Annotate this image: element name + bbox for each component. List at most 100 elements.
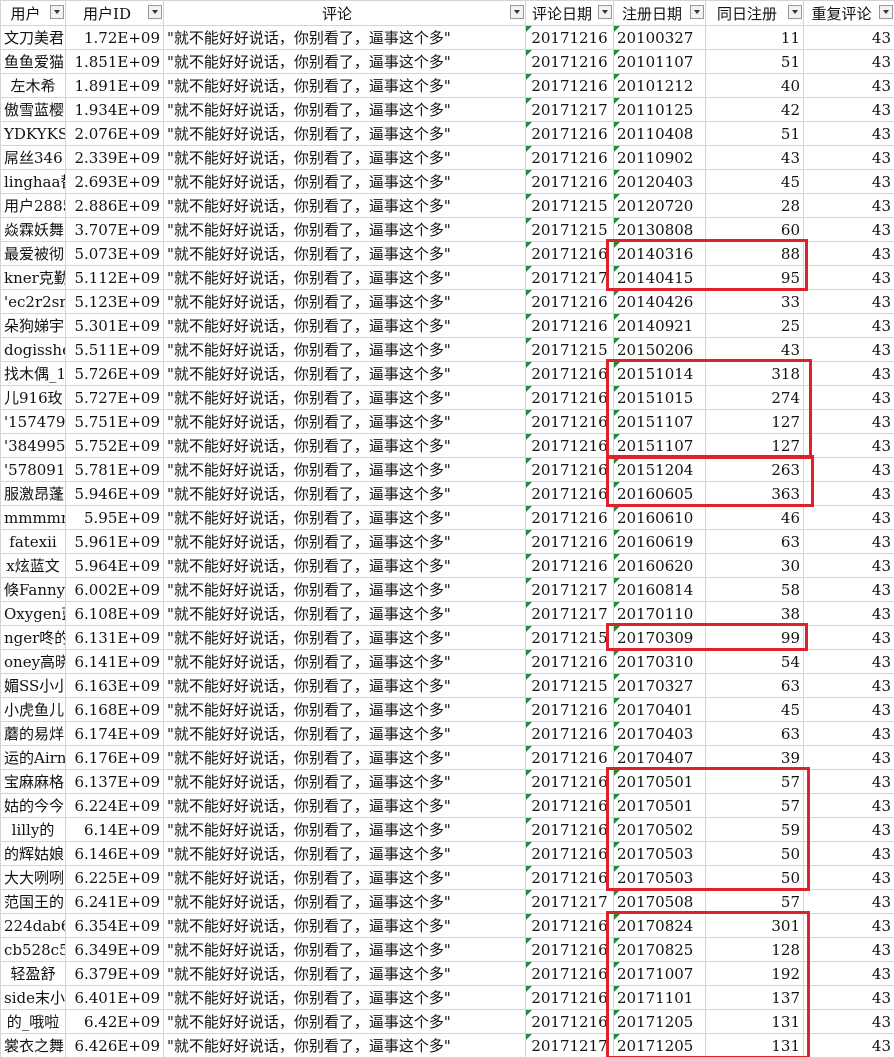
data-row: 运的Airn 6.176E+09 "就不能好好说话，你别看了，逼事这个多" 20171… (0, 745, 894, 770)
comment-date-cell: 20171216 (525, 769, 614, 794)
user-name-cell: 小虎鱼儿 (0, 697, 66, 722)
same-day-count-cell: 301 (705, 913, 804, 938)
user-id-cell: 5.751E+09 (65, 409, 164, 434)
comment-cell: "就不能好好说话，你别看了，逼事这个多" (163, 25, 526, 50)
data-row: 大大咧咧 6.225E+09 "就不能好好说话，你别看了，逼事这个多" 2017121… (0, 865, 894, 890)
comment-date-cell: 20171215 (525, 193, 614, 218)
comment-date-cell: 20171217 (525, 577, 614, 602)
user-name-cell: lilly的 (0, 817, 66, 842)
comment-date-cell: 20171216 (525, 649, 614, 674)
column-header: 同日注册 (705, 0, 804, 26)
user-id-cell: 5.961E+09 (65, 529, 164, 554)
comment-date-cell: 20171216 (525, 313, 614, 338)
user-id-cell: 2.076E+09 (65, 121, 164, 146)
register-date-cell: 20171101 (613, 985, 706, 1010)
repeat-count-cell: 43 (803, 265, 894, 290)
comment-date-cell: 20171216 (525, 241, 614, 266)
comment-date-cell: 20171217 (525, 97, 614, 122)
comment-date-cell: 20171216 (525, 793, 614, 818)
user-id-cell: 6.137E+09 (65, 769, 164, 794)
data-row: '57809195.781E+09"就不能好好说话，你别看了，逼事这个多"201… (0, 457, 894, 482)
user-id-cell: 6.168E+09 (65, 697, 164, 722)
comment-date-cell: 20171217 (525, 1033, 614, 1057)
user-name-cell: 傲雪蓝樱 (0, 97, 66, 122)
repeat-count-cell: 43 (803, 361, 894, 386)
repeat-count-cell: 43 (803, 409, 894, 434)
register-date-cell: 20151014 (613, 361, 706, 386)
data-row: 文刀美君 1.72E+09 "就不能好好说话，你别看了，逼事这个多" 20171216… (0, 25, 894, 50)
repeat-count-cell: 43 (803, 961, 894, 986)
comment-cell: "就不能好好说话，你别看了，逼事这个多" (163, 481, 526, 506)
user-name-cell: 姑的今今 (0, 793, 66, 818)
repeat-count-cell: 43 (803, 529, 894, 554)
same-day-count-cell: 54 (705, 649, 804, 674)
comment-date-cell: 20171216 (525, 121, 614, 146)
comment-date-cell: 20171216 (525, 553, 614, 578)
user-name-cell: 焱霖妖舞 (0, 217, 66, 242)
user-id-cell: 5.511E+09 (65, 337, 164, 362)
comment-date-cell: 20171216 (525, 985, 614, 1010)
filter-button[interactable] (148, 5, 162, 19)
user-id-cell: 5.073E+09 (65, 241, 164, 266)
comment-date-cell: 20171216 (525, 817, 614, 842)
data-row: '15747925.751E+09"就不能好好说话，你别看了，逼事这个多"201… (0, 409, 894, 434)
register-date-cell: 20150206 (613, 337, 706, 362)
same-day-count-cell: 46 (705, 505, 804, 530)
same-day-count-cell: 137 (705, 985, 804, 1010)
data-row: YDKYKSC2.076E+09"就不能好好说话，你别看了，逼事这个多"2017… (0, 121, 894, 146)
user-name-cell: cb528c58 (0, 937, 66, 962)
user-id-cell: 5.781E+09 (65, 457, 164, 482)
register-date-cell: 20171205 (613, 1009, 706, 1034)
comment-date-cell: 20171215 (525, 217, 614, 242)
comment-cell: "就不能好好说话，你别看了，逼事这个多" (163, 409, 526, 434)
register-date-cell: 20171205 (613, 1033, 706, 1057)
same-day-count-cell: 127 (705, 409, 804, 434)
comment-cell: "就不能好好说话，你别看了，逼事这个多" (163, 1033, 526, 1057)
filter-button[interactable] (598, 5, 612, 19)
register-date-cell: 20151107 (613, 433, 706, 458)
comment-date-cell: 20171217 (525, 601, 614, 626)
user-id-cell: 1.72E+09 (65, 25, 164, 50)
user-id-cell: 6.241E+09 (65, 889, 164, 914)
data-row: 用户288592.886E+09"就不能好好说话，你别看了，逼事这个多"2017… (0, 193, 894, 218)
data-row: 蘑的易烊 6.174E+09 "就不能好好说话，你别看了，逼事这个多" 2017121… (0, 721, 894, 746)
comment-cell: "就不能好好说话，你别看了，逼事这个多" (163, 793, 526, 818)
repeat-count-cell: 43 (803, 577, 894, 602)
comment-cell: "就不能好好说话，你别看了，逼事这个多" (163, 817, 526, 842)
comment-date-cell: 20171216 (525, 745, 614, 770)
user-id-cell: 6.146E+09 (65, 841, 164, 866)
user-id-cell: 6.225E+09 (65, 865, 164, 890)
register-date-cell: 20140426 (613, 289, 706, 314)
repeat-count-cell: 43 (803, 697, 894, 722)
data-row: x炫蓝文 5.964E+09 "就不能好好说话，你别看了，逼事这个多" 2017121… (0, 553, 894, 578)
same-day-count-cell: 51 (705, 49, 804, 74)
user-id-cell: 6.426E+09 (65, 1033, 164, 1057)
comment-cell: "就不能好好说话，你别看了，逼事这个多" (163, 97, 526, 122)
same-day-count-cell: 28 (705, 193, 804, 218)
filter-button[interactable] (690, 5, 704, 19)
data-row: 宝麻麻格 6.137E+09 "就不能好好说话，你别看了，逼事这个多" 2017121… (0, 769, 894, 794)
user-id-cell: 6.131E+09 (65, 625, 164, 650)
register-date-cell: 20170403 (613, 721, 706, 746)
repeat-count-cell: 43 (803, 49, 894, 74)
column-header: 用户ID (65, 0, 164, 26)
same-day-count-cell: 40 (705, 73, 804, 98)
data-row: 'ec2r2sm5.123E+09"就不能好好说话，你别看了，逼事这个多"201… (0, 289, 894, 314)
user-id-cell: 6.349E+09 (65, 937, 164, 962)
data-row: 的辉姑娘 6.146E+09 "就不能好好说话，你别看了，逼事这个多" 2017121… (0, 841, 894, 866)
data-row: 最爱被彻 5.073E+09 "就不能好好说话，你别看了，逼事这个多" 2017121… (0, 241, 894, 266)
data-row: nger咚的 6.131E+09 "就不能好好说话，你别看了，逼事这个多" 20171… (0, 625, 894, 650)
comment-cell: "就不能好好说话，你别看了，逼事这个多" (163, 145, 526, 170)
register-date-cell: 20160814 (613, 577, 706, 602)
filter-button[interactable] (879, 5, 893, 19)
comment-cell: "就不能好好说话，你别看了，逼事这个多" (163, 1009, 526, 1034)
comment-date-cell: 20171216 (525, 841, 614, 866)
repeat-count-cell: 43 (803, 721, 894, 746)
filter-button[interactable] (510, 5, 524, 19)
repeat-count-cell: 43 (803, 1033, 894, 1057)
filter-button[interactable] (788, 5, 802, 19)
filter-button[interactable] (50, 5, 64, 19)
data-row: dogisshe 5.511E+09 "就不能好好说话，你别看了，逼事这个多" 201… (0, 337, 894, 362)
comment-cell: "就不能好好说话，你别看了，逼事这个多" (163, 73, 526, 98)
